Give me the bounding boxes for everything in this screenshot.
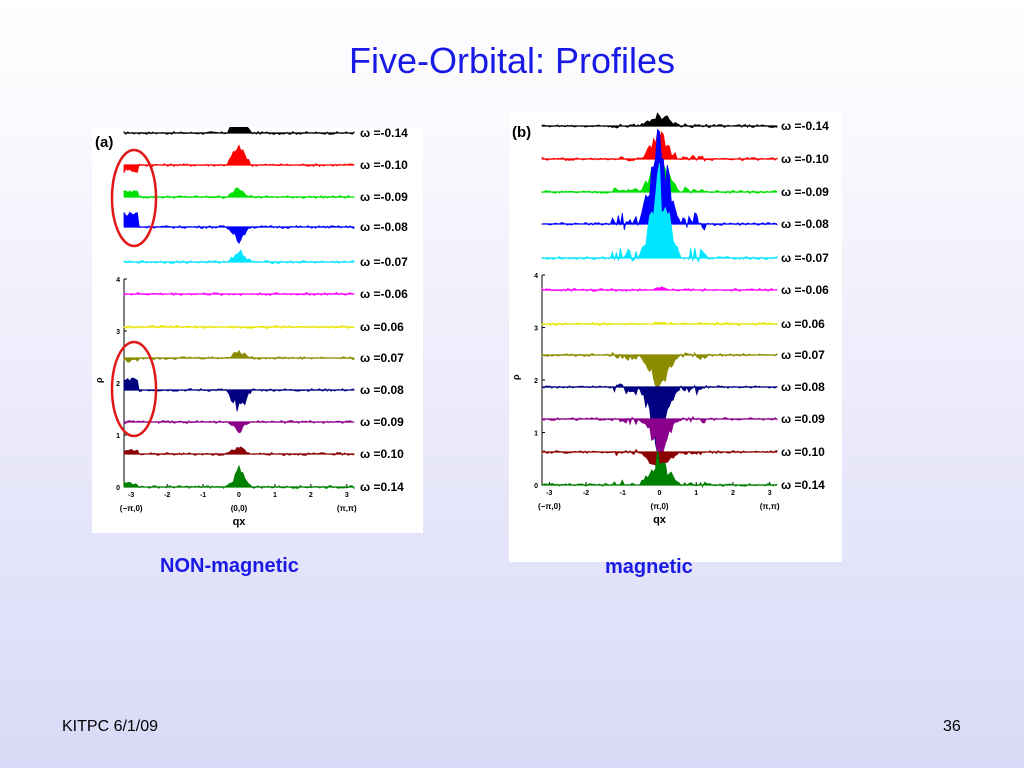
- point-label: (π,π): [337, 504, 357, 513]
- panel-b-svg: (b) 0 1 2 3 4 -3 -2 -1 0 1 2 3 ρ (−π,0) (π,0) (π,π) qx ω =…: [511, 112, 829, 526]
- series-legend-label: ω =-0.10: [360, 158, 408, 172]
- y-tick-label: 4: [534, 273, 538, 280]
- series-legend-label: ω =-0.14: [781, 119, 829, 133]
- series-legend-label: ω =0.06: [781, 317, 825, 331]
- x-axis-label: qx: [233, 516, 247, 528]
- y-tick-label: 1: [534, 431, 538, 438]
- series-legend-label: ω =-0.14: [360, 127, 408, 140]
- y-tick-label: 0: [116, 485, 120, 492]
- series-trace: [123, 349, 355, 363]
- point-label: (−π,0): [538, 502, 561, 511]
- point-label: (π,π): [760, 502, 780, 511]
- series-legend-label: ω =-0.07: [360, 255, 408, 269]
- panel-label: (b): [512, 124, 531, 141]
- series-trace: [541, 415, 778, 457]
- y-axis-label: ρ: [511, 374, 521, 380]
- y-tick-label: 1: [116, 433, 120, 440]
- series-legend-label: ω =-0.07: [781, 251, 829, 265]
- x-tick-label: 3: [345, 492, 349, 499]
- y-axis-label: ρ: [94, 377, 104, 383]
- panel-a-svg: (a) 0 1 2 3 4 -3 -2 -1 0 1 2 3 ρ (−π,0) (0,0) (π,π) qx ω =…: [94, 127, 408, 528]
- slide-title: Five-Orbital: Profiles: [348, 40, 676, 81]
- x-tick-label: -1: [200, 492, 206, 499]
- x-tick-label: 0: [658, 490, 662, 497]
- caption-non-magnetic: NON-magnetic: [160, 555, 299, 577]
- series-legend-label: ω =0.06: [360, 320, 404, 334]
- series-legend-label: ω =0.07: [781, 348, 825, 362]
- series-legend-label: ω =0.09: [360, 415, 404, 429]
- caption-magnetic: magnetic: [605, 556, 693, 578]
- series-legend-label: ω =-0.08: [360, 220, 408, 234]
- x-tick-label: -2: [164, 492, 170, 499]
- point-label: (0,0): [231, 504, 248, 513]
- x-tick-label: -1: [620, 490, 626, 497]
- x-tick-label: 2: [731, 490, 735, 497]
- series-trace: [123, 464, 355, 490]
- series-legend-label: ω =0.08: [781, 380, 825, 394]
- panel-a-nonmagnetic-plot: (a) 0 1 2 3 4 -3 -2 -1 0 1 2 3 ρ (−π,0) (0,0) (π,π) qx ω =…: [92, 127, 423, 533]
- x-tick-label: 2: [309, 492, 313, 499]
- x-tick-label: -3: [128, 492, 134, 499]
- page-number: 36: [943, 718, 961, 735]
- y-tick-label: 3: [534, 326, 538, 333]
- y-tick-label: 0: [534, 483, 538, 490]
- x-axis-label: qx: [653, 514, 667, 526]
- series-trace: [541, 450, 778, 488]
- point-label: (π,0): [650, 502, 668, 511]
- series-legend-label: ω =0.07: [360, 351, 404, 365]
- x-tick-label: -3: [546, 490, 552, 497]
- panel-b-magnetic-plot: (b) 0 1 2 3 4 -3 -2 -1 0 1 2 3 ρ (−π,0) (π,0) (π,π) qx ω =…: [509, 112, 842, 562]
- x-tick-label: 1: [694, 490, 698, 497]
- series-trace: [123, 211, 355, 245]
- footer-left-text: KITPC 6/1/09: [62, 718, 159, 735]
- series-trace: [541, 286, 778, 293]
- series-legend-label: ω =0.08: [360, 383, 404, 397]
- series-legend-label: ω =-0.06: [360, 287, 408, 301]
- y-tick-label: 2: [116, 381, 120, 388]
- annotation-circle: [110, 148, 158, 248]
- series-legend-label: ω =0.14: [360, 480, 404, 494]
- x-tick-label: -2: [583, 490, 589, 497]
- series-legend-label: ω =0.09: [781, 412, 825, 426]
- series-legend-label: ω =-0.10: [781, 152, 829, 166]
- series-legend-label: ω =0.10: [781, 445, 825, 459]
- series-legend-label: ω =-0.06: [781, 283, 829, 297]
- y-tick-label: 2: [534, 378, 538, 385]
- panel-label: (a): [95, 134, 113, 151]
- y-tick-label: 3: [116, 329, 120, 336]
- y-tick-label: 4: [116, 277, 120, 284]
- series-trace: [123, 144, 355, 173]
- series-legend-label: ω =0.10: [360, 447, 404, 461]
- series-trace: [541, 351, 778, 393]
- series-legend-label: ω =-0.09: [781, 185, 829, 199]
- series-legend-label: ω =-0.09: [360, 190, 408, 204]
- series-trace: [541, 163, 778, 264]
- annotation-circle: [110, 340, 158, 438]
- x-tick-label: 3: [768, 490, 772, 497]
- x-tick-label: 1: [273, 492, 277, 499]
- point-label: (−π,0): [120, 504, 143, 513]
- series-legend-label: ω =-0.08: [781, 217, 829, 231]
- series-trace: [123, 377, 355, 412]
- x-tick-label: 0: [237, 492, 241, 499]
- series-legend-label: ω =0.14: [781, 478, 825, 492]
